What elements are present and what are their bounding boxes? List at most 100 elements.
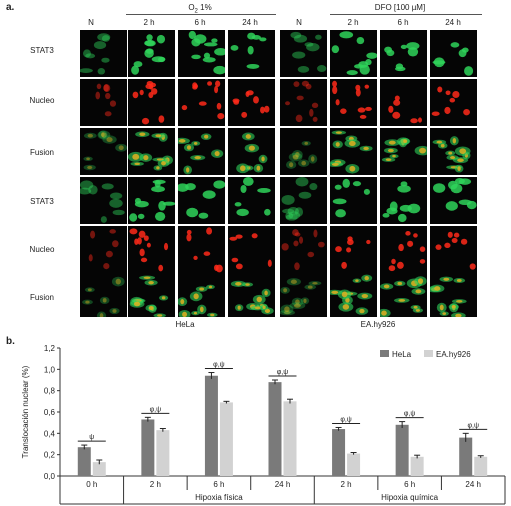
row-label-nucleo-1: Nucleo — [29, 96, 55, 105]
micrograph-stat3-0-5 — [330, 30, 377, 77]
micrograph-stat3-0-7 — [430, 30, 477, 77]
col-header-o2-6h: 6 h — [194, 18, 206, 27]
micrograph-stat3-0-1 — [128, 30, 175, 77]
o2-sub: 2 — [194, 8, 198, 15]
cells — [129, 228, 169, 272]
cells — [230, 280, 274, 315]
cells — [332, 178, 370, 218]
bar-ea-hy926 — [474, 456, 488, 476]
cells — [431, 86, 470, 116]
cells — [330, 274, 373, 315]
micrograph-nucleo-1-3 — [228, 79, 275, 126]
dfo-header-line — [330, 14, 482, 15]
y-tick-label: 0,2 — [44, 451, 56, 460]
cells — [83, 130, 127, 171]
bar-ea-hy926 — [156, 430, 170, 476]
legend-label: HeLa — [392, 350, 412, 359]
x-tick-label: 6 h — [404, 480, 415, 489]
dfo-header: DFO [100 µM] — [374, 3, 426, 12]
micrograph-fusion-5-7 — [430, 273, 477, 317]
micrograph-nucleo-4-4 — [280, 226, 327, 273]
col-header-dfo-24h: 24 h — [445, 18, 461, 27]
micrograph-nucleo-4-0 — [80, 226, 127, 273]
bar-ea-hy926 — [347, 453, 361, 476]
micrograph-nucleo-4-7 — [430, 226, 477, 273]
micrograph-fusion-5-2 — [178, 273, 225, 317]
row-label-stat3-1: STAT3 — [30, 46, 54, 55]
cells — [290, 31, 327, 73]
micrograph-fusion-2-5 — [330, 128, 377, 175]
cells — [178, 180, 225, 219]
micrograph-nucleo-4-6 — [380, 226, 427, 273]
legend-label: EA.hy926 — [436, 350, 471, 359]
cell-line-hela: HeLa — [175, 320, 195, 329]
cells — [432, 136, 471, 173]
micrograph-fusion-5-4 — [280, 273, 327, 317]
micrograph-fusion-2-1 — [128, 128, 175, 175]
cells — [335, 236, 371, 269]
cells — [432, 42, 474, 76]
cells — [281, 177, 318, 221]
bar-ea-hy926 — [219, 402, 233, 476]
cells — [332, 80, 372, 119]
cells — [381, 137, 427, 162]
cells — [435, 231, 476, 270]
micrograph-nucleo-1-7 — [430, 79, 477, 126]
col-header-o2-24h: 24 h — [242, 18, 258, 27]
micrograph-nucleo-1-0 — [80, 79, 127, 126]
cells — [188, 30, 225, 75]
cells — [178, 133, 224, 175]
micrograph-stat3-3-7 — [430, 177, 477, 224]
cells — [82, 276, 125, 317]
micrograph-nucleo-4-5 — [330, 226, 377, 273]
cells — [88, 229, 119, 270]
cells — [430, 276, 467, 317]
legend-swatch — [424, 350, 433, 357]
o2-header-line — [126, 14, 276, 15]
bar-hela — [395, 424, 409, 476]
cells — [280, 278, 322, 316]
micrograph-fusion-2-4 — [280, 128, 327, 175]
bar-ea-hy926 — [283, 401, 297, 476]
micrograph-fusion-5-6 — [380, 273, 427, 317]
cells — [186, 227, 223, 273]
row-label-stat3-2: STAT3 — [30, 197, 54, 206]
panel-b-label: b. — [6, 336, 15, 347]
micrograph-nucleo-4-2 — [178, 226, 225, 273]
micrograph-fusion-2-3 — [228, 128, 275, 175]
cells — [129, 179, 175, 222]
row-label-nucleo-2: Nucleo — [29, 245, 55, 254]
cells — [230, 32, 267, 69]
micrograph-stat3-3-1 — [128, 177, 175, 224]
bar-ea-hy926 — [92, 462, 106, 476]
cells — [95, 83, 117, 117]
micrograph-stat3-3-6 — [380, 177, 427, 224]
micrograph-fusion-5-5 — [330, 273, 377, 317]
x-tick-label: 2 h — [341, 480, 352, 489]
col-header-dfo-6h: 6 h — [397, 18, 409, 27]
micrograph-nucleo-4-1 — [128, 226, 175, 273]
micrograph-stat3-3-2 — [178, 177, 225, 224]
micrograph-nucleo-1-6 — [380, 79, 427, 126]
micrograph-fusion-2-2 — [178, 128, 225, 175]
micrograph-fusion-5-0 — [80, 273, 127, 317]
legend-swatch — [380, 350, 389, 357]
micrograph-stat3-0-0 — [80, 30, 127, 77]
micrograph-nucleo-4-3 — [228, 226, 275, 273]
micrograph-nucleo-1-5 — [330, 79, 377, 126]
y-tick-label: 0,6 — [44, 408, 56, 417]
y-tick-label: 0,8 — [44, 387, 56, 396]
micrograph-fusion-5-3 — [228, 273, 275, 317]
micrograph-nucleo-1-2 — [178, 79, 225, 126]
micrograph-stat3-3-3 — [228, 177, 275, 224]
cells — [80, 33, 111, 75]
cells — [330, 130, 373, 174]
cells — [236, 132, 268, 174]
cell-line-eahy926: EA.hy926 — [360, 320, 396, 329]
group-label: Hipoxia química — [381, 493, 438, 502]
micrograph-stat3-3-5 — [330, 177, 377, 224]
cells — [388, 95, 422, 124]
x-tick-label: 0 h — [86, 480, 97, 489]
col-header-n-dfo: N — [296, 18, 302, 27]
significance-label: ψ — [89, 434, 94, 441]
